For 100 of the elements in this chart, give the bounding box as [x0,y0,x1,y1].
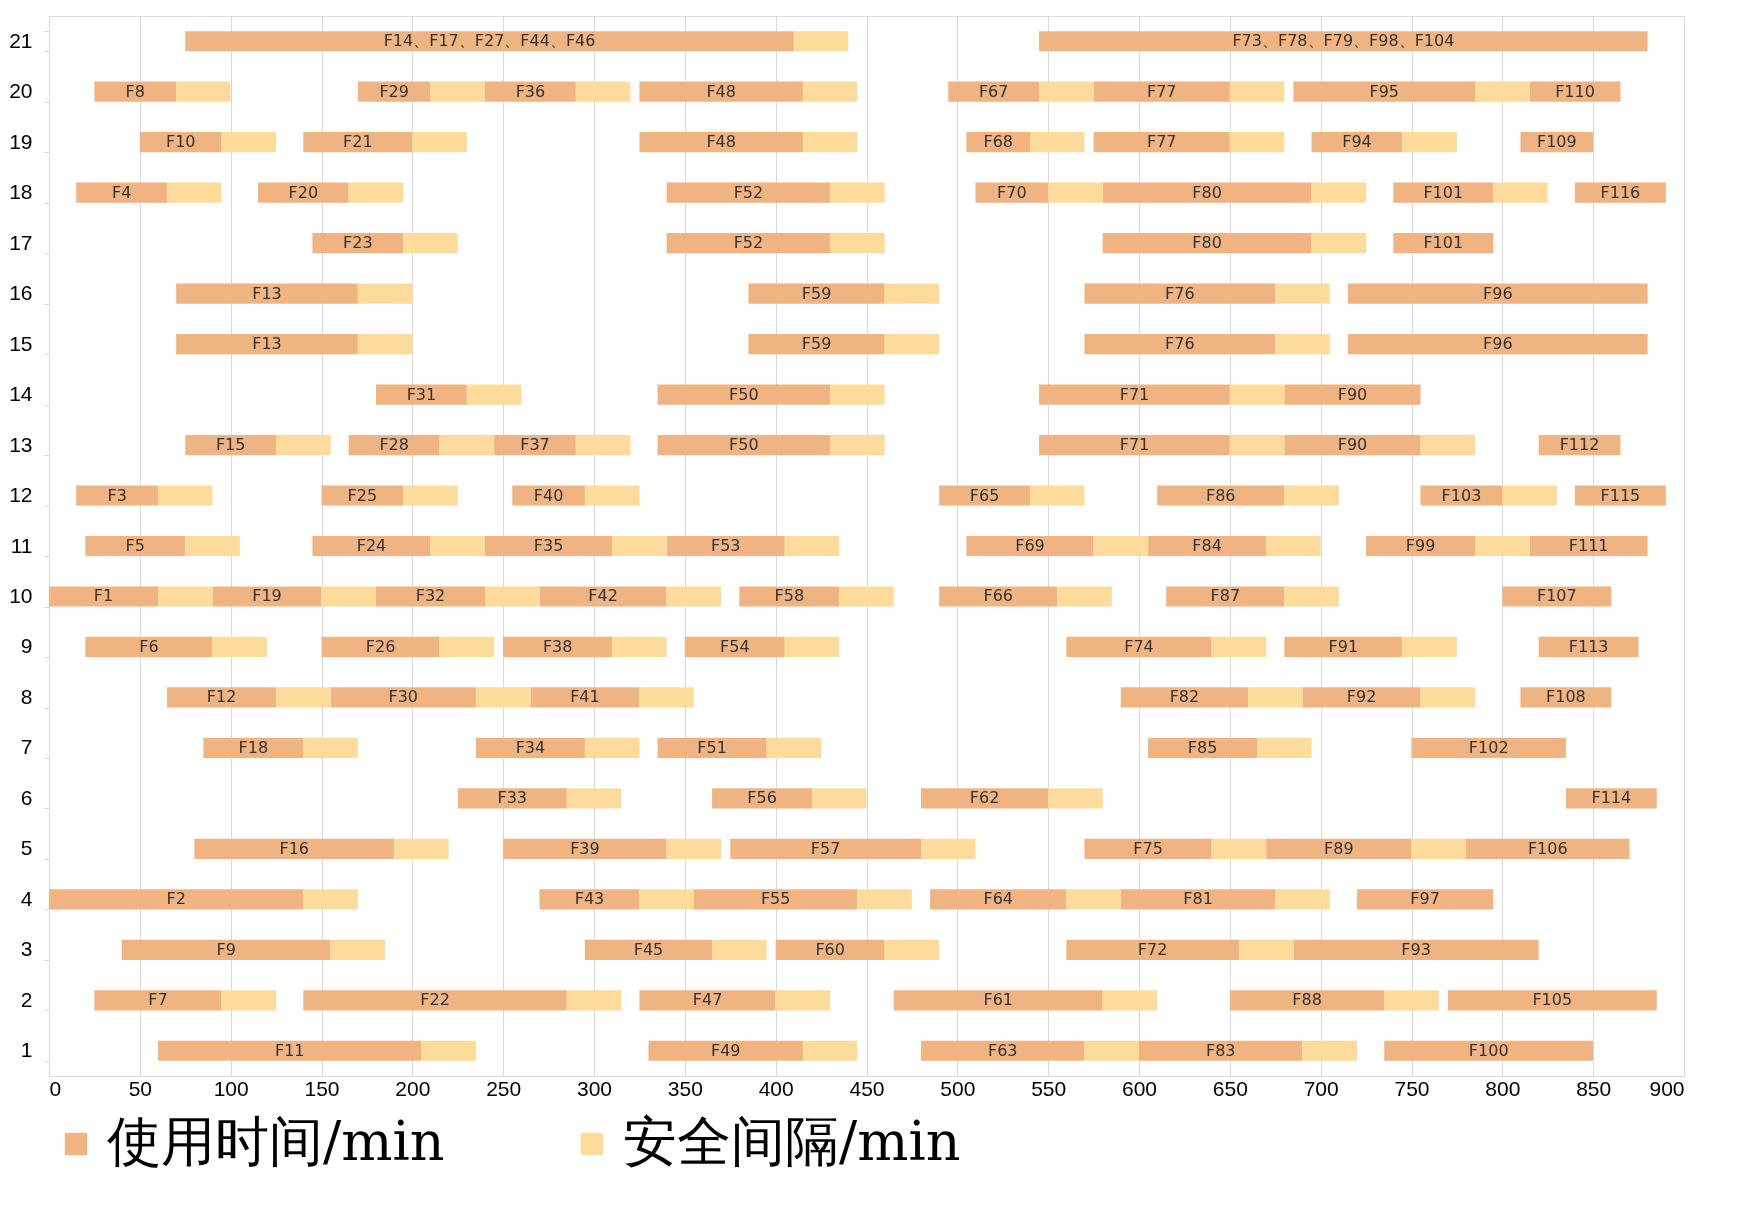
bar [303,737,358,758]
data-label: F28 [379,435,409,455]
bar [1502,485,1557,506]
data-label: F88 [1292,990,1322,1010]
bar [639,990,776,1011]
y-tick-label: 17 [9,230,33,254]
bar [1284,636,1403,658]
data-label: F50 [729,435,759,455]
bar [1066,889,1121,910]
data-label: F114 [1591,788,1632,808]
bar [1347,283,1648,304]
data-label: F90 [1337,435,1368,455]
bar [1039,434,1230,456]
bar [430,535,485,557]
bar [657,384,831,405]
x-tick-label: 550 [1031,1076,1067,1100]
data-label: F95 [1369,81,1400,101]
bar [1229,81,1285,102]
data-label: F11 [274,1040,305,1060]
bar [666,233,831,254]
bar [1139,1040,1303,1061]
bar [530,687,640,708]
bar [321,586,376,607]
bar [212,636,267,658]
y-tick-label: 10 [9,583,33,607]
data-label: F9 [216,939,236,959]
data-label: F77 [1146,81,1177,101]
data-label: F34 [515,737,546,757]
bar [276,434,331,456]
legend-label: 安全间隔/min [623,1110,961,1173]
data-label: F61 [983,990,1013,1010]
bar [921,788,1049,809]
bar [1311,182,1367,203]
bar [639,81,803,102]
bar [176,81,231,102]
bar [257,182,349,203]
data-label: F54 [720,636,750,656]
data-label: F94 [1342,132,1372,152]
bar [657,737,767,758]
x-tick-label: 350 [667,1076,703,1100]
data-label: F47 [692,990,723,1010]
data-label: F51 [697,737,727,757]
bar [775,939,885,960]
y-tick-label: 7 [20,735,33,759]
data-label: F71 [1119,435,1150,455]
x-tick-label: 250 [486,1076,522,1100]
bar [1302,687,1421,708]
data-label: F87 [1210,586,1241,606]
bar [1229,132,1285,153]
x-tick-label: 600 [1121,1076,1158,1100]
data-label: F76 [1165,283,1195,303]
bar [730,838,921,859]
data-label: F52 [733,182,764,202]
bar [712,788,812,809]
bar [475,737,585,758]
bar [394,838,449,859]
bar [693,889,858,910]
data-label: F67 [978,81,1009,101]
bar [657,434,831,456]
data-label: F22 [420,990,450,1010]
bar [1384,990,1439,1011]
bar [1229,384,1285,405]
data-label: F85 [1187,737,1218,757]
bar [1093,132,1230,153]
bar [539,889,640,910]
bar [1466,838,1630,859]
bar [185,434,277,456]
bar [830,233,885,254]
data-label: F4 [111,182,132,202]
data-label: F49 [710,1040,741,1060]
data-label: F89 [1324,838,1354,858]
data-label: F40 [533,485,564,505]
bar [158,1040,422,1061]
bar [1148,737,1258,758]
data-label: F45 [633,939,664,959]
data-label: F38 [542,636,573,656]
bar [539,586,667,607]
bar [85,636,213,658]
bar [485,535,613,557]
data-label: F63 [987,1040,1018,1060]
bar [1475,535,1530,557]
data-label: F80 [1192,233,1222,253]
bar [666,838,722,859]
bar [421,1040,476,1061]
data-label: F71 [1119,384,1150,404]
data-label: F14、F17、F27、F44、F46 [383,31,596,51]
data-label: F96 [1483,283,1513,303]
bar [575,81,631,102]
data-label: F102 [1468,737,1509,757]
y-tick-label: 4 [20,886,33,910]
bar [1148,535,1267,557]
bar [1275,283,1330,304]
data-label: F13 [252,334,282,354]
bar [1493,182,1548,203]
bar [748,283,885,304]
y-tick-label: 12 [9,483,33,507]
bar [775,990,831,1011]
bar [748,334,885,355]
x-tick-label: 50 [128,1076,153,1100]
bar [312,233,404,254]
